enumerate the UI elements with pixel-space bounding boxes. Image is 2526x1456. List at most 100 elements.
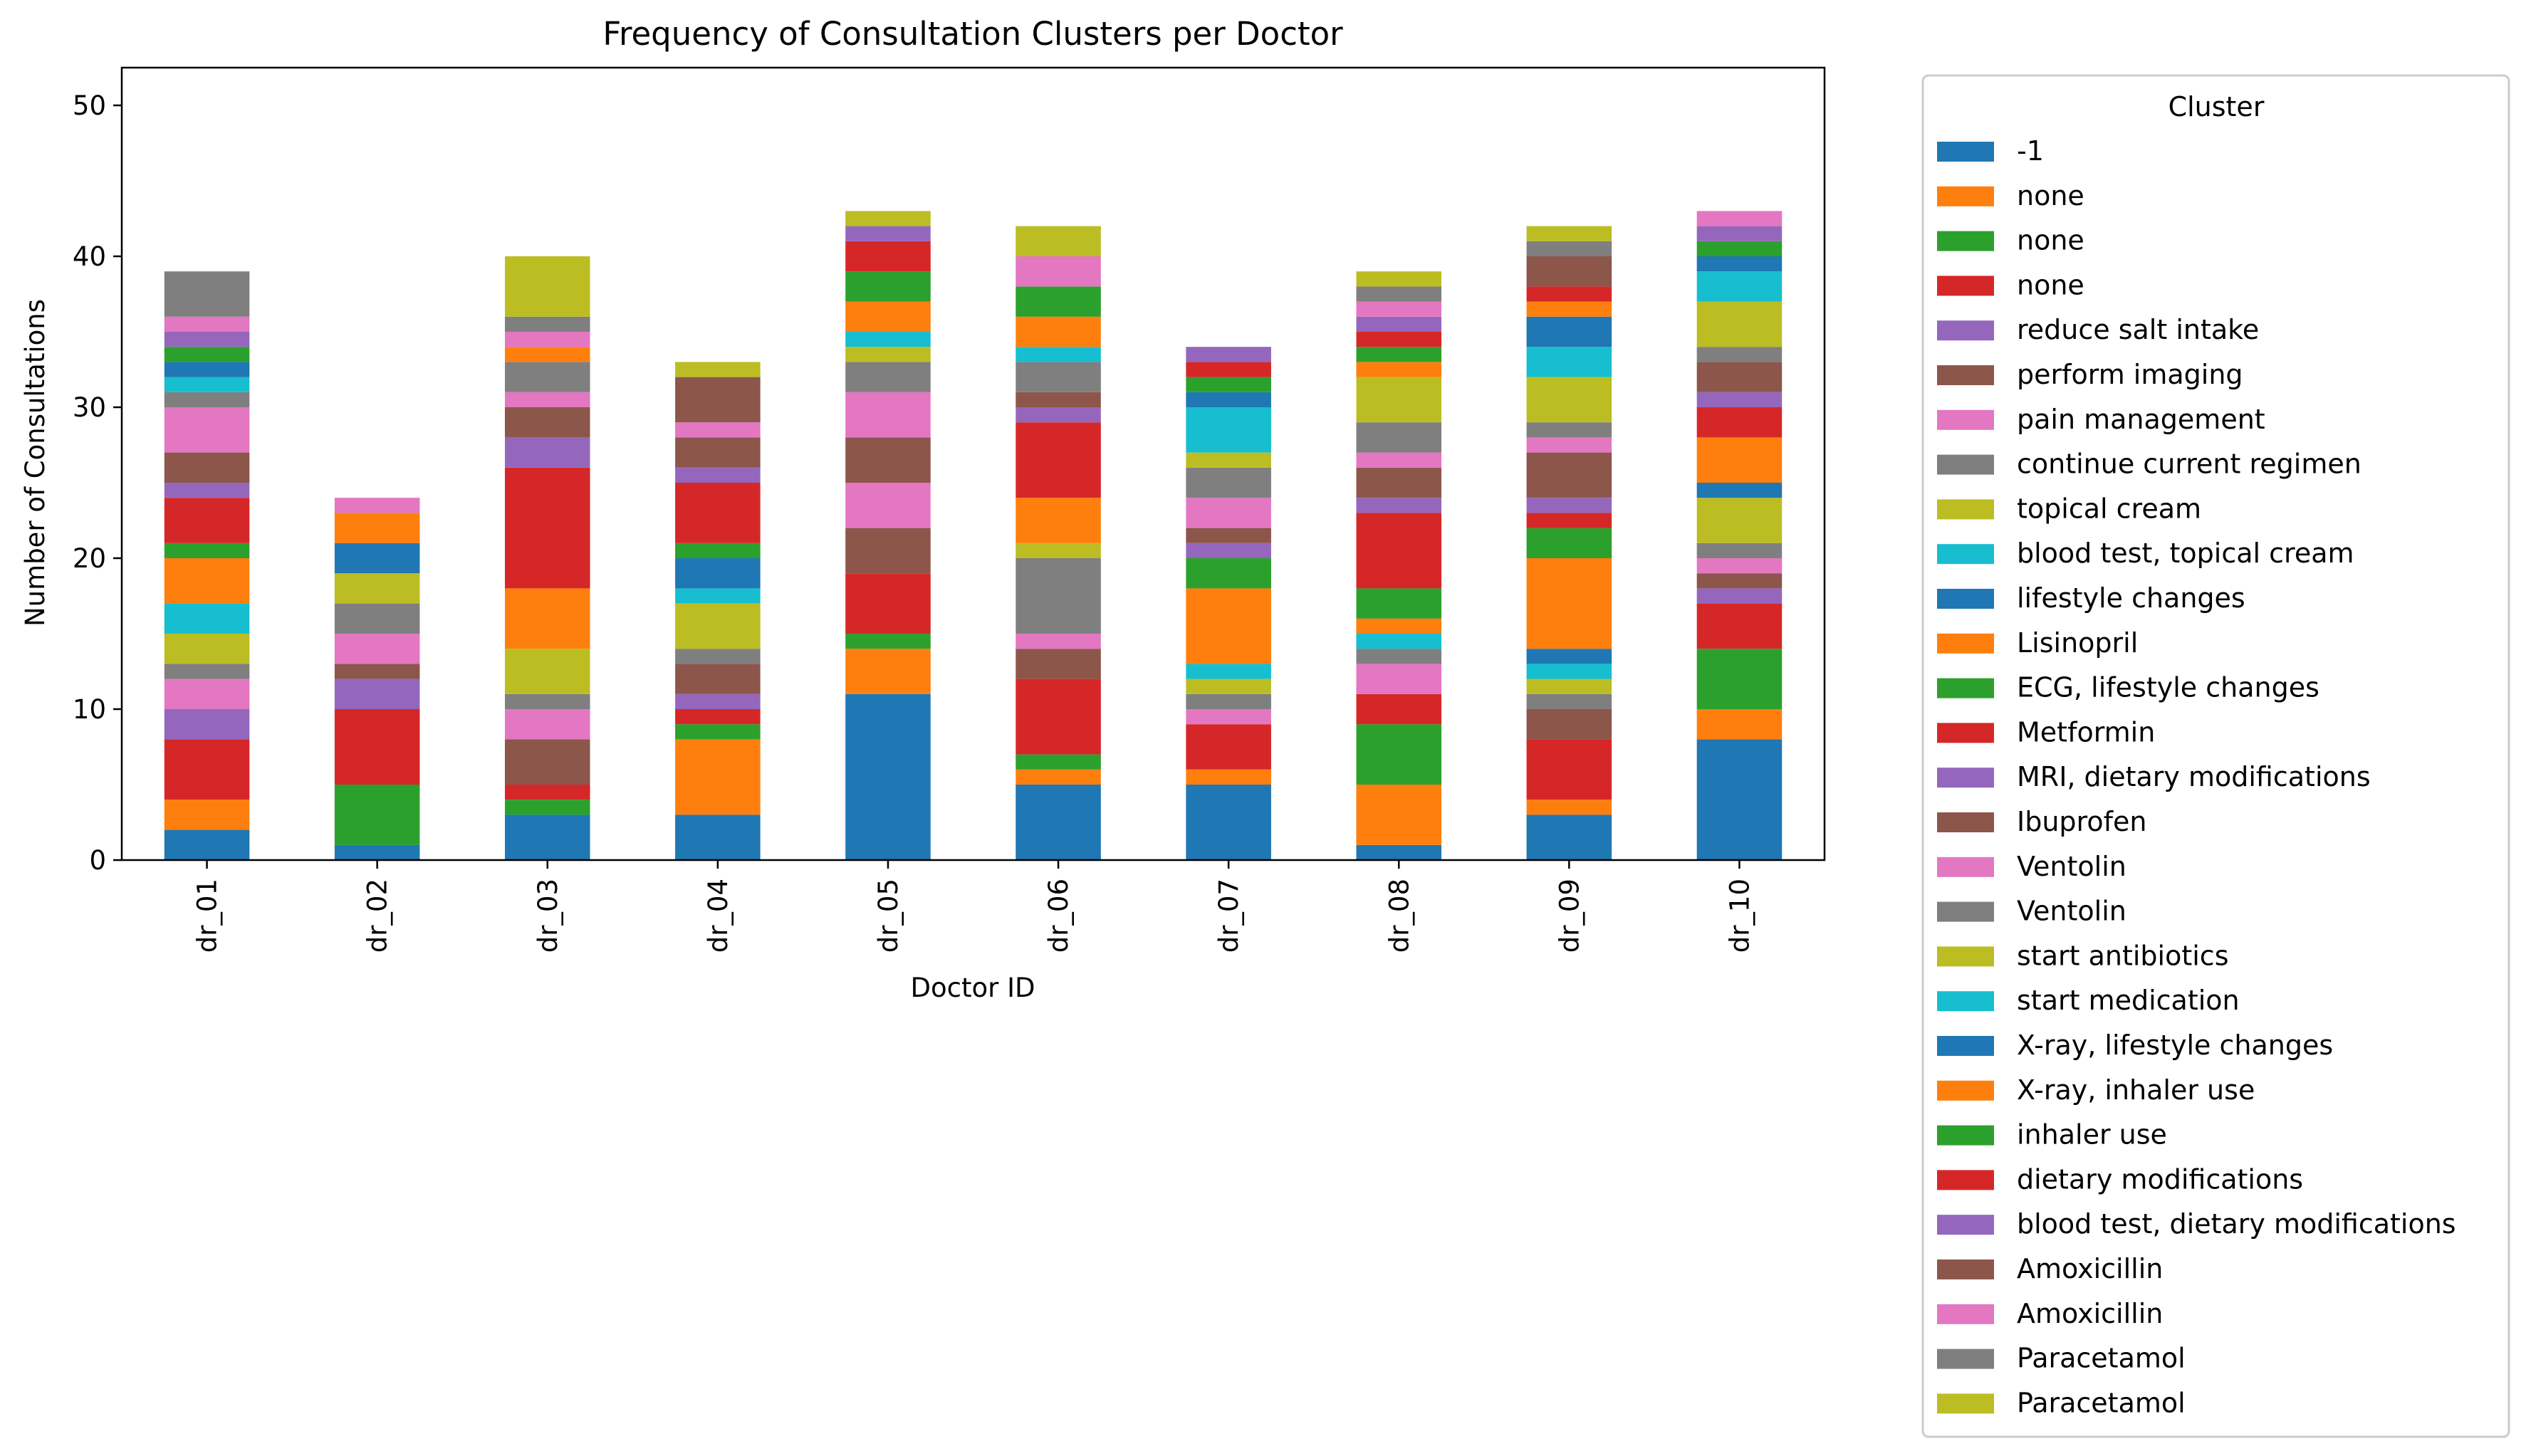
legend-label: start antibiotics: [2017, 940, 2229, 971]
x-tick-label: dr_08: [1384, 879, 1414, 953]
bar-segment: [504, 739, 590, 785]
bar-segment: [1526, 709, 1612, 740]
bar-segment: [675, 483, 761, 543]
bar-segment: [1186, 452, 1271, 468]
y-axis-label: Number of Consultations: [20, 299, 51, 627]
x-tick-label: dr_04: [703, 879, 734, 953]
bar-segment: [1696, 483, 1783, 498]
bar-segment: [164, 634, 250, 664]
bar-segment: [1186, 769, 1271, 785]
bar-segment: [1356, 513, 1442, 589]
bar-segment: [1016, 392, 1101, 407]
bar-segment: [845, 634, 931, 649]
bar-segment: [1356, 498, 1442, 513]
legend-swatch: [1937, 812, 1994, 832]
bar-segment: [164, 347, 250, 362]
axes-layer: 0 10 20 30 40 50 dr_01 dr_02 dr_03 dr_04 dr_05 dr_0…: [73, 66, 1826, 953]
bar-segment: [334, 543, 420, 574]
bar-segment: [1526, 558, 1612, 649]
bar-segment: [845, 573, 931, 634]
bar-segment: [334, 844, 420, 860]
bar-segment: [675, 467, 761, 483]
y-tick-label: 40: [73, 241, 106, 272]
x-tick-label: dr_01: [192, 879, 223, 953]
bar-segment: [1696, 407, 1783, 438]
bar-segment: [1526, 226, 1612, 241]
bar-segment: [1016, 316, 1101, 347]
x-tick-label: dr_02: [362, 879, 393, 953]
legend-swatch: [1937, 678, 1994, 698]
bar-segment: [1356, 271, 1442, 287]
bar-segment: [1526, 316, 1612, 347]
x-tick-label: dr_03: [533, 879, 563, 953]
bar-segment: [164, 679, 250, 709]
legend-swatch: [1937, 365, 1994, 385]
bar-segment: [1526, 664, 1612, 679]
bar-segment: [675, 739, 761, 815]
bar-segment: [1186, 558, 1271, 589]
bar-segment: [1186, 467, 1271, 498]
bar-segment: [1526, 422, 1612, 438]
bar-segment: [1356, 316, 1442, 332]
bar-segment: [1016, 407, 1101, 423]
legend-label: X-ray, inhaler use: [2017, 1074, 2255, 1106]
bar-segment: [1696, 588, 1783, 604]
bar-segment: [1526, 452, 1612, 498]
bar-segment: [1186, 724, 1271, 770]
legend-swatch: [1937, 1393, 1994, 1414]
bar-segment: [1696, 301, 1783, 347]
legend-swatch: [1937, 723, 1994, 743]
legend-swatch: [1937, 186, 1994, 206]
x-tick-label: dr_07: [1214, 879, 1244, 953]
legend-label: Metformin: [2017, 716, 2155, 748]
legend-label: topical cream: [2017, 493, 2201, 524]
bar-segment: [845, 241, 931, 272]
bar-segment: [1016, 256, 1101, 287]
bar-segment: [845, 211, 931, 226]
bar-segment: [1526, 377, 1612, 423]
bar-segment: [504, 316, 590, 332]
legend-label: inhaler use: [2017, 1119, 2167, 1151]
bar-segment: [1016, 769, 1101, 785]
bar-segment: [845, 226, 931, 241]
y-tick-label: 10: [73, 694, 106, 725]
bar-segment: [1356, 664, 1442, 694]
bar-segment: [1526, 498, 1612, 513]
bar-segment: [164, 603, 250, 634]
legend-swatch: [1937, 1348, 1994, 1369]
bar-segment: [845, 483, 931, 528]
bar-segment: [164, 316, 250, 332]
bar-segment: [164, 709, 250, 740]
bar-segment: [1356, 286, 1442, 302]
legend-swatch: [1937, 857, 1994, 877]
bar-segment: [1526, 241, 1612, 256]
bar-segment: [845, 693, 931, 860]
bar-segment: [1186, 664, 1271, 679]
bar-segment: [1016, 422, 1101, 498]
bar-segment: [1526, 286, 1612, 302]
bar-segment: [164, 739, 250, 800]
bar-segment: [1696, 241, 1783, 256]
bar-segment: [1696, 437, 1783, 483]
bar-segment: [1356, 785, 1442, 845]
bar-segment: [1356, 332, 1442, 347]
legend-swatch: [1937, 454, 1994, 475]
bar-segment: [675, 693, 761, 709]
bar-segment: [334, 513, 420, 543]
bar-segment: [1356, 618, 1442, 634]
bar-segment: [1016, 785, 1101, 860]
bar-segment: [1016, 543, 1101, 558]
bar-segment: [675, 362, 761, 377]
legend-label: Ibuprofen: [2017, 806, 2146, 837]
bar-segment: [1526, 800, 1612, 815]
bar-segment: [164, 498, 250, 543]
bar-segment: [1016, 362, 1101, 392]
x-tick-label: dr_05: [873, 879, 904, 953]
bar-segment: [164, 407, 250, 453]
legend-swatch: [1937, 991, 1994, 1012]
bar-segment: [1186, 498, 1271, 528]
bar-segment: [1016, 498, 1101, 543]
bar-segment: [164, 377, 250, 392]
bar-segment: [675, 377, 761, 423]
